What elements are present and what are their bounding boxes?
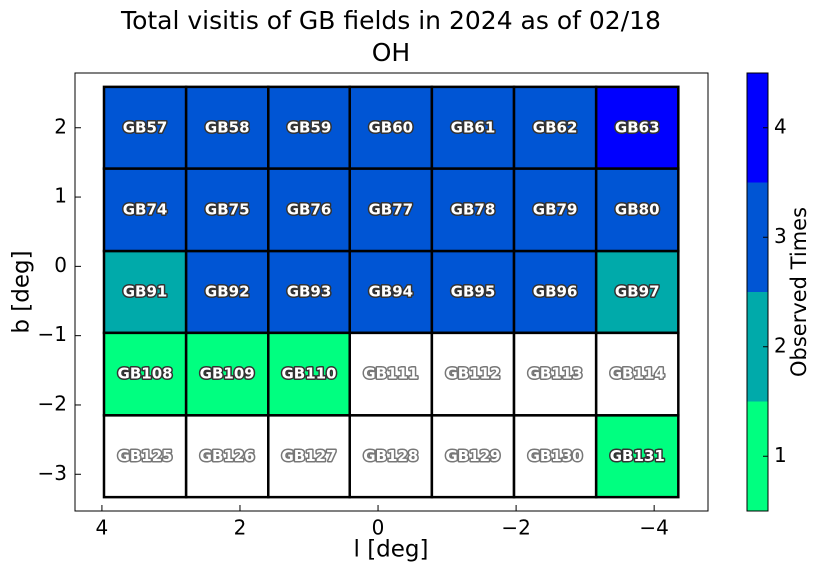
field-label: GB62: [533, 118, 578, 136]
field-label: GB109: [200, 365, 255, 383]
field-label: GB126: [200, 447, 255, 465]
field-label: GB95: [451, 283, 496, 301]
field-label: GB78: [451, 200, 496, 218]
y-tick-label: −1: [38, 322, 67, 346]
colorbar-label: Observed Times: [787, 207, 811, 377]
field-cell: [102, 167, 188, 253]
field-label: GB96: [533, 283, 578, 301]
colorbar-frame: [746, 72, 769, 512]
field-label: GB97: [615, 283, 660, 301]
field-cell: [594, 414, 680, 499]
field-cell: [184, 249, 270, 335]
field-label: GB92: [205, 283, 250, 301]
y-tick-label: −3: [38, 461, 67, 485]
y-tick-label: 0: [54, 253, 67, 277]
field-cell: [267, 167, 351, 253]
colorbar-segment: [747, 73, 768, 183]
field-cell: [102, 414, 188, 499]
field-cell: [102, 85, 188, 170]
field-label: GB59: [287, 118, 332, 136]
field-cell: [102, 331, 188, 417]
field-cell: [512, 331, 598, 417]
field-cell: [512, 414, 598, 499]
field-label: GB63: [615, 118, 660, 136]
colorbar-tick-label: 3: [774, 224, 787, 248]
field-label: GB57: [123, 118, 168, 136]
field-cell: [430, 249, 516, 335]
field-label: GB113: [528, 365, 583, 383]
field-label: GB91: [123, 283, 168, 301]
field-cell: [267, 414, 351, 499]
colorbar-segment: [747, 292, 768, 402]
colorbar-tick-label: 2: [774, 333, 787, 357]
chart-subtitle: OH: [372, 38, 410, 67]
field-label: GB77: [368, 200, 413, 218]
y-tick-label: 2: [54, 114, 67, 138]
field-cell: [267, 249, 351, 335]
colorbar-segment: [747, 401, 768, 511]
field-label: GB61: [451, 118, 496, 136]
field-label: GB75: [205, 200, 250, 218]
field-cell: [512, 249, 598, 335]
y-tick-label: −2: [38, 391, 67, 415]
field-label: GB112: [445, 365, 500, 383]
field-label: GB80: [615, 200, 660, 218]
field-label: GB93: [287, 283, 332, 301]
field-label: GB114: [610, 365, 665, 383]
y-axis-label: b [deg]: [9, 250, 35, 333]
field-cell: [430, 167, 516, 253]
field-label: GB128: [363, 447, 418, 465]
field-label: GB58: [205, 118, 250, 136]
x-tick-label: 4: [96, 516, 109, 540]
field-label: GB125: [118, 447, 173, 465]
field-label: GB108: [118, 365, 173, 383]
field-cell: [184, 331, 270, 417]
field-label: GB74: [123, 200, 168, 218]
x-tick-label: −2: [501, 516, 530, 540]
field-cell: [512, 85, 598, 170]
field-label: GB130: [528, 447, 583, 465]
chart-title: Total visitis of GB fields in 2024 as of…: [120, 6, 661, 35]
field-label: GB111: [363, 365, 418, 383]
field-label: GB79: [533, 200, 578, 218]
field-label: GB131: [610, 447, 665, 465]
x-axis-label: l [deg]: [354, 537, 429, 563]
field-label: GB110: [281, 365, 336, 383]
field-cell: [184, 85, 270, 170]
field-label: GB127: [281, 447, 336, 465]
x-tick-label: 2: [234, 516, 247, 540]
y-tick-label: 1: [54, 184, 67, 208]
field-label: GB94: [368, 283, 413, 301]
colorbar-tick-label: 1: [774, 443, 787, 467]
field-label: GB129: [445, 447, 500, 465]
field-cell: [594, 249, 680, 335]
plot-frame: [74, 72, 709, 512]
colorbar-tick-label: 4: [774, 114, 787, 138]
field-cell: [594, 167, 680, 253]
x-tick-label: 0: [372, 516, 385, 540]
x-tick-label: −4: [639, 516, 668, 540]
field-label: GB60: [368, 118, 413, 136]
field-label: GB76: [287, 200, 332, 218]
colorbar-segment: [747, 182, 768, 292]
